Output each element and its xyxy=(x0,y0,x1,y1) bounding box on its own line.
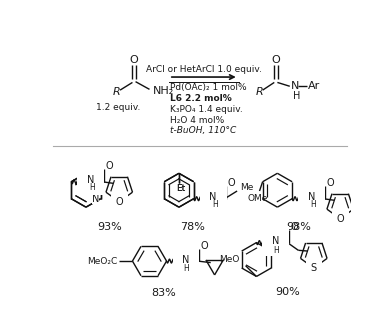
Text: H₂O 4 mol%: H₂O 4 mol% xyxy=(170,116,225,125)
Text: O: O xyxy=(228,178,236,188)
Text: N: N xyxy=(308,192,315,202)
Text: K₃PO₄ 1.4 equiv.: K₃PO₄ 1.4 equiv. xyxy=(170,105,243,114)
Text: O: O xyxy=(271,55,280,65)
Text: H: H xyxy=(183,264,189,273)
Text: O: O xyxy=(337,214,344,224)
Text: N: N xyxy=(272,236,280,246)
Text: t-BuOH, 110°C: t-BuOH, 110°C xyxy=(170,127,237,136)
Text: N: N xyxy=(87,175,94,185)
Text: H: H xyxy=(273,246,279,255)
Text: O: O xyxy=(200,241,208,251)
Text: Pd(OAc)₂ 1 mol%: Pd(OAc)₂ 1 mol% xyxy=(170,83,247,92)
Text: H: H xyxy=(293,91,300,101)
Text: 1.2 equiv.: 1.2 equiv. xyxy=(96,103,141,112)
Text: S: S xyxy=(311,263,317,273)
Text: O: O xyxy=(105,161,113,171)
Text: N: N xyxy=(291,81,300,91)
Text: R: R xyxy=(256,88,263,98)
Text: MeO: MeO xyxy=(219,255,239,264)
Text: MeO₂C: MeO₂C xyxy=(87,257,117,266)
Text: 78%: 78% xyxy=(181,222,206,232)
Text: Et: Et xyxy=(176,184,185,193)
Text: O: O xyxy=(129,55,138,65)
Text: N: N xyxy=(182,255,190,265)
Text: ArCl or HetArCl 1.0 equiv.: ArCl or HetArCl 1.0 equiv. xyxy=(146,65,262,74)
Text: R: R xyxy=(113,88,121,98)
Text: H: H xyxy=(89,183,95,192)
Text: Et: Et xyxy=(176,184,185,193)
Text: 83%: 83% xyxy=(151,289,176,298)
Text: OMe: OMe xyxy=(248,194,268,203)
Text: L6 2.2 mol%: L6 2.2 mol% xyxy=(170,94,232,103)
Text: H: H xyxy=(212,200,218,209)
Text: H: H xyxy=(310,200,316,209)
Text: N: N xyxy=(77,168,84,178)
Text: O: O xyxy=(115,197,123,207)
Text: NH₂: NH₂ xyxy=(153,86,175,96)
Text: O: O xyxy=(291,222,298,232)
Text: O: O xyxy=(326,178,334,188)
Text: 93%: 93% xyxy=(97,222,122,232)
Text: Me: Me xyxy=(240,183,254,192)
Text: Ar: Ar xyxy=(308,81,321,91)
Text: 98%: 98% xyxy=(287,222,312,232)
Text: N: N xyxy=(209,192,217,202)
Text: N: N xyxy=(92,194,99,204)
Text: 90%: 90% xyxy=(275,287,300,297)
